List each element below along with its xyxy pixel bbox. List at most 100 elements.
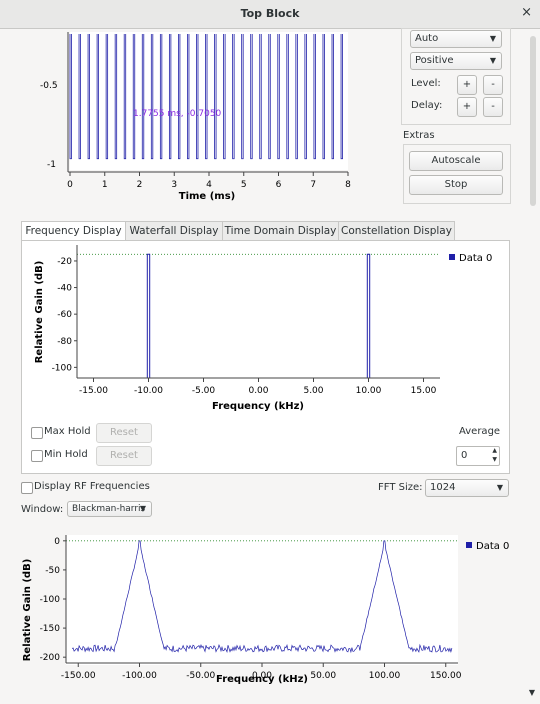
max-hold-label: Max Hold [44, 426, 91, 437]
time-x-tick: 8 [345, 180, 351, 190]
min-hold-reset-button[interactable]: Reset [96, 446, 152, 466]
rf-x-tick: -100.00 [122, 671, 157, 681]
rf-y-tick: -100 [40, 595, 61, 605]
extras-label: Extras [403, 130, 435, 141]
rf-x-tick: 150.00 [430, 671, 462, 681]
trigger-mode-select[interactable]: Auto ▼ [410, 30, 502, 48]
freq-x-tick: 5.00 [303, 386, 323, 396]
window-value: Blackman-harris [72, 504, 146, 514]
max-hold-checkbox[interactable] [31, 427, 43, 439]
freq-x-tick: 10.00 [356, 386, 382, 396]
freq-x-tick: 15.00 [411, 386, 437, 396]
time-x-tick: 5 [241, 180, 247, 190]
delay-label: Delay: [411, 100, 443, 111]
fft-size-value: 1024 [430, 482, 456, 493]
level-minus-button[interactable]: - [483, 75, 503, 95]
time-plot[interactable]: 1.7755 ms, -0.7050 -0.5 -1 0 1 2 3 4 5 6 7 8 Tim… [30, 30, 360, 205]
freq-y-tick: -40 [57, 284, 72, 294]
tab-time-domain-display[interactable]: Time Domain Display [222, 221, 339, 241]
trigger-slope-select[interactable]: Positive ▼ [410, 52, 502, 70]
time-xlabel: Time (ms) [179, 191, 235, 202]
freq-x-tick: -5.00 [192, 386, 216, 396]
chevron-down-icon: ▼ [489, 34, 496, 43]
spin-down-icon[interactable]: ▼ [492, 456, 497, 463]
chevron-down-icon: ▼ [139, 504, 146, 513]
spectral-peak [366, 253, 371, 378]
extras-panel [403, 144, 511, 204]
autoscale-button[interactable]: Autoscale [409, 151, 503, 171]
average-spinbox[interactable]: 0 ▲ ▼ [456, 446, 500, 466]
spectral-peak [146, 253, 151, 378]
vertical-scrollbar[interactable] [530, 36, 536, 206]
time-x-tick: 1 [102, 180, 108, 190]
delay-minus-button[interactable]: - [483, 97, 503, 117]
time-x-tick: 0 [67, 180, 73, 190]
max-hold-reset-button[interactable]: Reset [96, 423, 152, 443]
tab-waterfall-display[interactable]: Waterfall Display [125, 221, 223, 241]
time-y-tick: -1 [47, 160, 56, 170]
freq-plot[interactable]: -20 -40 -60 -80 -100 -15.00 -10.00 -5.00 0.00 5.… [22, 242, 507, 417]
rf-y-tick: -50 [45, 566, 60, 576]
freq-trace [77, 253, 440, 378]
rf-x-tick: -150.00 [61, 671, 96, 681]
legend-swatch [449, 254, 455, 260]
min-hold-label: Min Hold [44, 449, 88, 460]
freq-ylabel: Relative Gain (dB) [34, 261, 45, 364]
time-series-line [69, 34, 343, 160]
cursor-readout: 1.7755 ms, -0.7050 [133, 109, 222, 119]
close-icon[interactable]: × [521, 5, 532, 20]
rf-x-tick: -50.00 [186, 671, 215, 681]
level-plus-button[interactable]: + [457, 75, 477, 95]
rf-y-tick: -200 [40, 653, 61, 663]
scroll-down-icon[interactable]: ▼ [528, 688, 535, 697]
rf-series-line [71, 540, 453, 654]
fft-size-select[interactable]: 1024 ▼ [425, 479, 509, 497]
average-value: 0 [461, 450, 468, 461]
delay-plus-button[interactable]: + [457, 97, 477, 117]
legend-swatch [466, 542, 472, 548]
freq-y-tick: -20 [57, 257, 72, 267]
freq-x-tick: -10.00 [134, 386, 163, 396]
time-x-tick: 2 [137, 180, 143, 190]
chevron-down-icon: ▼ [489, 56, 496, 65]
rf-legend-label: Data 0 [476, 541, 509, 552]
window-label: Window: [21, 504, 64, 515]
time-x-tick: 6 [276, 180, 282, 190]
freq-x-tick: 0.00 [248, 386, 268, 396]
freq-y-tick: -100 [52, 363, 73, 373]
tab-constellation-display[interactable]: Constellation Display [338, 221, 455, 241]
time-x-tick: 3 [171, 180, 177, 190]
rf-ylabel: Relative Gain (dB) [22, 559, 33, 662]
level-label: Level: [411, 78, 441, 89]
trigger-panel [401, 28, 511, 125]
rf-trace [66, 540, 458, 654]
time-x-tick: 7 [310, 180, 316, 190]
rf-x-tick: 50.00 [310, 671, 336, 681]
time-y-tick: -0.5 [40, 81, 58, 91]
time-x-tick: 4 [206, 180, 212, 190]
freq-legend-label: Data 0 [459, 253, 492, 264]
rf-x-tick: 0.00 [252, 671, 272, 681]
average-label: Average [459, 426, 501, 437]
spin-up-icon[interactable]: ▲ [492, 447, 497, 454]
time-trace [69, 34, 343, 160]
freq-y-tick: -60 [57, 310, 72, 320]
freq-y-tick: -80 [57, 337, 72, 347]
rf-y-tick: -150 [40, 624, 61, 634]
display-rf-checkbox[interactable] [21, 482, 33, 494]
freq-x-tick: -15.00 [79, 386, 108, 396]
window-titlebar: Top Block × [0, 0, 540, 29]
min-hold-checkbox[interactable] [31, 450, 43, 462]
trigger-slope-value: Positive [415, 55, 454, 66]
tab-frequency-display[interactable]: Frequency Display [21, 221, 126, 242]
rf-xlabel: Frequency (kHz) [216, 674, 308, 685]
rf-y-tick: 0 [54, 537, 60, 547]
chevron-down-icon: ▼ [496, 483, 503, 492]
freq-xlabel: Frequency (kHz) [212, 401, 304, 412]
window-select[interactable]: Blackman-harris ▼ [67, 501, 152, 517]
trigger-mode-value: Auto [415, 33, 439, 44]
rf-plot[interactable]: 0 -50 -100 -150 -200 -150.00 -100.00 -50.00 0.0… [18, 530, 518, 698]
fft-size-label: FFT Size: [378, 482, 423, 493]
stop-button[interactable]: Stop [409, 175, 503, 195]
window-title: Top Block [240, 7, 300, 20]
